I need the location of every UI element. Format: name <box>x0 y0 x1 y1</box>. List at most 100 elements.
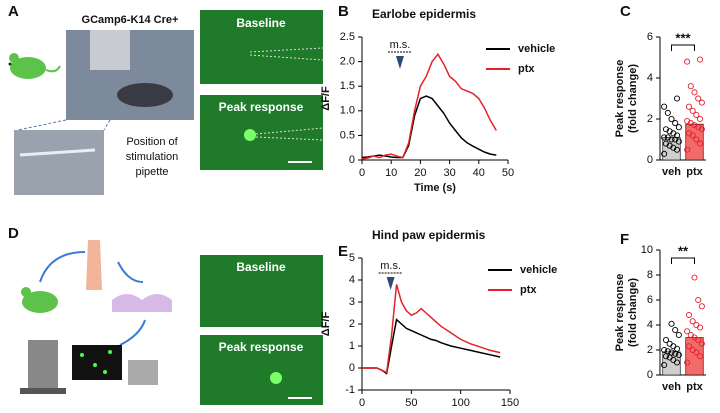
data-point <box>685 311 693 319</box>
x-tick-label: 0 <box>359 167 365 179</box>
data-point <box>661 103 668 110</box>
data-point <box>662 126 670 133</box>
data-point <box>696 140 704 147</box>
data-point <box>672 326 679 334</box>
pipette <box>19 148 96 157</box>
x-tick-label: 10 <box>385 167 397 179</box>
y-tick-label: 2 <box>647 344 653 356</box>
data-point <box>696 324 704 331</box>
y-tick-label: -1 <box>345 384 355 396</box>
x-tick-label: 0 <box>359 397 365 408</box>
data-point <box>673 95 681 102</box>
data-point <box>685 130 693 137</box>
significance-bracket <box>671 257 695 264</box>
data-point <box>668 349 675 356</box>
y-axis-label: (fold change) <box>627 64 639 133</box>
y-tick-label: 5 <box>349 252 355 264</box>
inset-photo <box>14 130 104 195</box>
data-point <box>693 111 700 118</box>
bar <box>685 337 704 376</box>
legend-label: ptx <box>520 284 537 296</box>
data-point <box>675 124 682 131</box>
y-tick-label: 6 <box>647 294 653 306</box>
y-tick-label: 8 <box>647 269 653 281</box>
data-point <box>672 120 679 127</box>
data-point <box>698 303 705 310</box>
data-point <box>662 140 670 147</box>
x-tick-label: 150 <box>501 397 519 408</box>
caption: stimulation <box>126 151 179 163</box>
panel-label: C <box>620 3 631 20</box>
data-point <box>664 348 671 355</box>
data-point <box>661 361 668 369</box>
y-axis-label: (fold change) <box>627 278 639 347</box>
x-tick-label: 50 <box>405 397 417 408</box>
y-tick-label: 0 <box>647 369 653 381</box>
caption: Position of <box>126 136 178 148</box>
data-point <box>675 331 682 339</box>
legend-label: vehicle <box>518 43 555 55</box>
data-point <box>689 318 696 325</box>
annotation: m.s. <box>380 260 401 272</box>
y-tick-label: 6 <box>647 31 653 43</box>
y-tick-label: 2.5 <box>340 31 355 43</box>
micrograph <box>200 10 323 84</box>
panel-title: GCamp6-K14 Cre+ <box>82 14 179 26</box>
x-tick-label: ptx <box>686 166 703 178</box>
y-tick-label: 3 <box>349 296 355 308</box>
data-point <box>661 150 668 157</box>
data-point <box>668 115 675 123</box>
x-tick-label: 20 <box>414 167 426 179</box>
workflow-illustration <box>20 240 172 394</box>
y-tick-label: 4 <box>647 72 653 84</box>
data-point <box>693 136 700 143</box>
image-label: Peak response <box>219 340 304 354</box>
y-tick-label: 2.0 <box>340 56 355 68</box>
x-tick-label: 50 <box>502 167 514 179</box>
series-line <box>361 95 497 159</box>
data-point <box>685 343 693 350</box>
data-point <box>666 340 673 347</box>
response-spot <box>244 129 256 141</box>
significance-label: ** <box>678 243 689 258</box>
data-point <box>687 83 694 90</box>
micrograph <box>200 95 323 170</box>
data-point <box>684 58 691 65</box>
pipette <box>249 47 324 61</box>
y-tick-label: 4 <box>647 319 653 331</box>
y-tick-label: 0.5 <box>340 129 355 141</box>
data-point <box>684 328 691 335</box>
data-point <box>691 274 698 281</box>
data-point <box>661 134 668 141</box>
data-point <box>664 109 671 116</box>
y-tick-label: 1.5 <box>340 80 355 92</box>
callout-line <box>103 119 111 131</box>
data-point <box>684 359 691 366</box>
image-label: Baseline <box>236 260 286 274</box>
photo-detail <box>117 83 173 107</box>
y-axis-label: ΔF/F <box>320 312 332 337</box>
y-tick-label: 1.0 <box>340 105 355 117</box>
panel-label: E <box>338 243 348 260</box>
panel-label: F <box>620 231 629 248</box>
x-tick-label: 30 <box>443 167 455 179</box>
data-point <box>695 95 702 102</box>
annotation: m.s. <box>390 39 411 51</box>
x-tick-label: veh <box>662 166 681 178</box>
chart-title: Hind paw epidermis <box>372 228 486 242</box>
data-point <box>689 107 696 114</box>
data-point <box>685 103 693 110</box>
data-point <box>662 336 670 344</box>
y-tick-label: 0 <box>349 154 355 166</box>
stimulus-marker <box>386 277 395 290</box>
series-line <box>361 52 497 160</box>
image-label: Peak response <box>219 100 304 114</box>
significance-bracket <box>671 44 695 51</box>
y-axis-label: Peak response <box>614 60 626 138</box>
series-line <box>362 284 501 374</box>
data-point <box>695 296 702 304</box>
y-tick-label: 4 <box>349 274 355 286</box>
pipette <box>255 127 324 141</box>
data-point <box>661 346 668 354</box>
y-tick-label: 0 <box>647 154 653 166</box>
